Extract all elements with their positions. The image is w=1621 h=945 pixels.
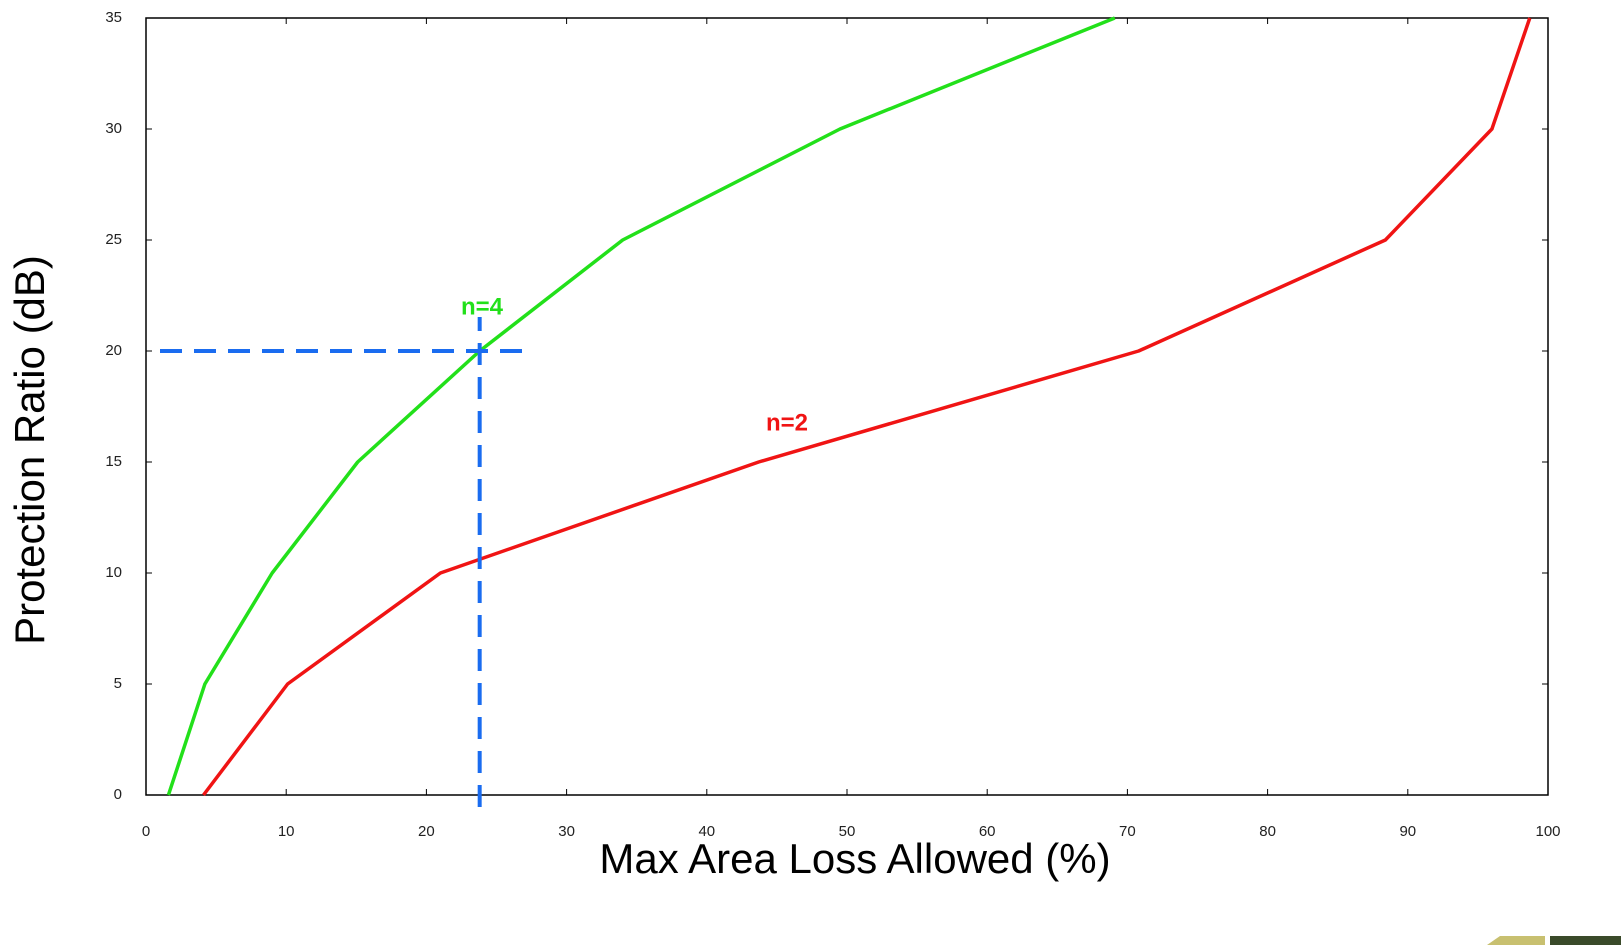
y-tick-label: 15	[105, 453, 122, 470]
x-axis-title: Max Area Loss Allowed (%)	[599, 835, 1110, 882]
y-tick-label: 35	[105, 9, 122, 26]
y-axis-title: Protection Ratio (dB)	[6, 255, 53, 645]
y-tick-label: 0	[114, 786, 122, 803]
x-tick-label: 10	[278, 823, 295, 840]
x-tick-label: 70	[1119, 823, 1136, 840]
x-tick-label: 80	[1259, 823, 1276, 840]
y-tick-label: 25	[105, 231, 122, 248]
series-label: n=2	[766, 409, 808, 436]
y-tick-label: 20	[105, 342, 122, 359]
x-tick-label: 40	[698, 823, 715, 840]
x-tick-label: 0	[142, 823, 150, 840]
y-tick-label: 5	[114, 675, 122, 692]
y-tick-label: 30	[105, 120, 122, 137]
x-tick-label: 60	[979, 823, 996, 840]
x-tick-label: 20	[418, 823, 435, 840]
corner-image	[1487, 936, 1621, 945]
series-line	[166, 16, 1116, 796]
x-tick-label: 100	[1535, 823, 1560, 840]
x-tick-label: 30	[558, 823, 575, 840]
x-tick-label: 50	[839, 823, 856, 840]
series-line	[202, 17, 1532, 797]
x-tick-label: 90	[1399, 823, 1416, 840]
y-tick-label: 10	[105, 564, 122, 581]
series-label: n=4	[461, 293, 504, 320]
plot-frame	[145, 17, 1549, 796]
